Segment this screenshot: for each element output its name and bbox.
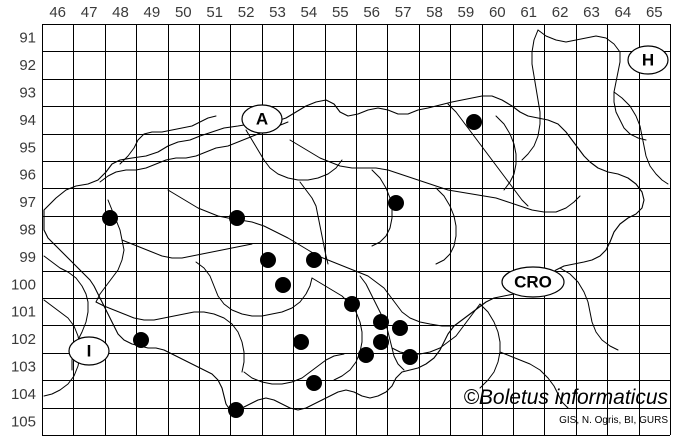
croatia-east-detail [559, 267, 619, 351]
axis-label-y: 99 [19, 249, 36, 266]
occurrence-dot [133, 332, 149, 348]
country-label-italy: I [68, 336, 110, 366]
country-label-hungary-text: H [642, 51, 654, 70]
axis-label-x: 65 [646, 4, 663, 21]
axis-label-y: 92 [19, 57, 36, 74]
axis-label-x: 47 [81, 4, 98, 21]
axis-label-y: 95 [19, 139, 36, 156]
axis-label-x: 53 [269, 4, 286, 21]
hungary-west-border [521, 29, 541, 161]
axis-label-x: 51 [206, 4, 223, 21]
region-line-primorska [95, 301, 245, 373]
axis-left-labels: 91 92 93 94 95 96 97 98 99 100 101 102 103 104 105 [11, 30, 36, 431]
region-line-haloze [435, 187, 457, 265]
axis-label-y: 101 [11, 304, 36, 321]
occurrence-dot [373, 334, 389, 350]
croatia-south-detail [499, 351, 569, 409]
occurrence-dot [344, 296, 360, 312]
region-line-koroska [245, 129, 343, 181]
axis-label-x: 60 [489, 4, 506, 21]
hungary-east-detail [613, 91, 669, 185]
axis-label-x: 46 [49, 4, 66, 21]
country-label-italy-ellipse [68, 336, 110, 366]
occurrence-dot [306, 252, 322, 268]
country-label-austria-text: A [256, 110, 268, 129]
occurrence-dot [260, 252, 276, 268]
river-sava [167, 189, 455, 327]
axis-label-y: 93 [19, 85, 36, 102]
occurrence-dot [275, 277, 291, 293]
occurrence-dot [306, 375, 322, 391]
slovenia-border [43, 95, 645, 413]
axis-label-x: 50 [175, 4, 192, 21]
country-label-austria: A [241, 104, 283, 134]
axis-label-x: 54 [301, 4, 318, 21]
axis-label-x: 52 [238, 4, 255, 21]
axis-label-y: 94 [19, 112, 36, 129]
occurrence-dot [392, 320, 408, 336]
axis-label-y: 104 [11, 386, 36, 403]
region-line-dolenjska [311, 277, 363, 381]
axis-label-y: 91 [19, 30, 36, 47]
region-line-pohorje [371, 169, 393, 247]
country-label-hungary-ellipse [627, 45, 669, 75]
axis-label-x: 57 [395, 4, 412, 21]
austria-hungary-border [537, 29, 647, 141]
occurrence-dot [388, 195, 404, 211]
river-drava [289, 139, 581, 213]
axis-label-x: 56 [363, 4, 380, 21]
axis-label-x: 62 [552, 4, 569, 21]
border-detail-north [99, 121, 289, 183]
axis-label-y: 102 [11, 331, 36, 348]
axis-label-x: 64 [615, 4, 632, 21]
axis-label-x: 61 [520, 4, 537, 21]
croatia-inland-line [479, 303, 501, 389]
country-label-croatia-text: CRO [514, 273, 552, 292]
grid-layer [42, 24, 671, 436]
occurrence-dots-layer [102, 114, 482, 418]
axis-label-x: 48 [112, 4, 129, 21]
country-labels-layer: A H CRO I [68, 45, 669, 366]
country-label-croatia-ellipse [501, 266, 565, 298]
occurrence-dot [466, 114, 482, 130]
country-label-austria-ellipse [241, 104, 283, 134]
river-savinja [299, 181, 329, 265]
occurrence-dot [293, 334, 309, 350]
region-line-prekmurje [495, 115, 517, 191]
axis-label-x: 58 [426, 4, 443, 21]
axis-label-x: 59 [458, 4, 475, 21]
karavanke-ridge-line [119, 115, 217, 165]
occurrence-dot [102, 210, 118, 226]
occurrence-dot [228, 402, 244, 418]
copyright-label: ©Boletus informaticus [463, 386, 668, 409]
country-label-hungary: H [627, 45, 669, 75]
axis-label-x: 55 [332, 4, 349, 21]
croatia-coast-line [243, 353, 345, 385]
axis-label-y: 103 [11, 359, 36, 376]
axis-label-y: 100 [11, 276, 36, 293]
country-label-croatia: CRO [501, 266, 565, 298]
occurrence-dot [402, 349, 418, 365]
axis-label-y: 97 [19, 194, 36, 211]
region-line-notranjska [195, 261, 313, 317]
occurrence-dot [373, 314, 389, 330]
river-idrijca [121, 239, 253, 259]
axis-label-y: 98 [19, 222, 36, 239]
axis-label-x: 49 [144, 4, 161, 21]
occurrence-dot [358, 347, 374, 363]
credit-label: GIS, N. Ogris, BI, GURS [559, 415, 668, 426]
river-mura [447, 103, 529, 207]
axis-label-x: 63 [583, 4, 600, 21]
geography-layer [43, 29, 669, 413]
axis-label-y: 96 [19, 167, 36, 184]
occurrence-dot [229, 210, 245, 226]
axis-top-labels: 46 47 48 49 50 51 52 53 54 55 56 57 58 59 60 61 62 63 64 65 [49, 4, 662, 21]
axis-label-y: 105 [11, 413, 36, 430]
country-label-italy-text: I [87, 342, 92, 361]
